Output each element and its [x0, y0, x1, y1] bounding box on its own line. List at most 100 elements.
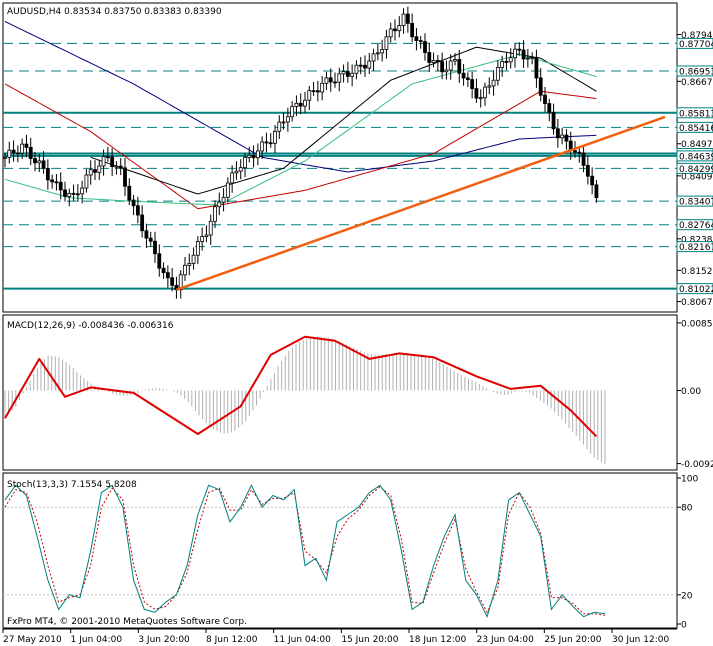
macd-panel: 0.00855 0.00 -0.00924 MACD(12,26,9) -0.008… [2, 314, 713, 471]
candle-body [178, 274, 183, 291]
candle-body [491, 79, 496, 87]
candle-body [88, 169, 93, 176]
level-tag-box [676, 37, 713, 49]
x-tick-label: 18 Jun 12:00 [409, 635, 466, 645]
candle-body [594, 184, 599, 199]
candle-body [195, 241, 200, 256]
candle-body [294, 102, 299, 107]
candle-body [320, 82, 325, 93]
candle-body [358, 64, 363, 67]
candle-body [58, 181, 63, 191]
level-tag-label: 0.85813 [679, 109, 713, 119]
candle-body [135, 205, 140, 216]
candle-body [191, 254, 196, 264]
candle-body [170, 277, 175, 286]
candle-body [538, 77, 543, 96]
candle-body [504, 61, 509, 63]
moving-average-line [4, 83, 597, 210]
level-tag-label: 0.86953 [679, 67, 713, 77]
candle-body [208, 220, 213, 236]
candle-body [290, 106, 295, 118]
candle-body [131, 199, 136, 207]
candle-body [448, 60, 453, 71]
x-tick-label: 30 Jun 12:00 [612, 635, 669, 645]
candle-body [547, 103, 552, 113]
candle-body [3, 156, 7, 159]
level-tag-label: 0.84639 [679, 152, 713, 162]
candle-body [217, 201, 222, 208]
x-tick-label: 3 Jun 20:00 [138, 635, 190, 645]
candle-body [470, 79, 475, 89]
price-tick-label: 0.87945 [681, 31, 713, 41]
candle-body [28, 146, 33, 159]
candle-body [183, 264, 187, 276]
candle-body [140, 214, 145, 232]
candle-body [15, 152, 20, 155]
moving-average-line [4, 21, 597, 173]
candle-body [375, 52, 380, 55]
candle-body [393, 28, 397, 32]
candle-body [543, 94, 547, 104]
candle-body [225, 182, 230, 198]
candle-body [560, 134, 565, 139]
candle-body [238, 167, 243, 172]
level-tag-box [676, 283, 713, 295]
candle-body [204, 234, 209, 237]
macd-tick-label: -0.00924 [681, 460, 713, 470]
candle-body [427, 52, 432, 63]
candle-body [367, 60, 372, 69]
candle-body [97, 165, 102, 173]
candle-body [581, 152, 586, 166]
candle-body [123, 167, 127, 187]
candle-body [397, 25, 402, 32]
stochastic-main-line [4, 484, 606, 619]
candle-body [457, 59, 462, 74]
candle-body [221, 196, 226, 203]
candle-body [401, 13, 406, 26]
candle-body [45, 168, 50, 181]
candle-body [105, 156, 110, 159]
x-tick-label: 15 Jun 20:00 [341, 635, 398, 645]
candle-body [247, 154, 252, 158]
stochastic-tick-label: 80 [681, 504, 693, 514]
level-tag-label: 0.83407 [679, 198, 713, 208]
candle-body [435, 59, 440, 63]
candle-body [33, 158, 37, 164]
candle-body [384, 36, 389, 50]
candle-body [590, 175, 595, 186]
candle-body [333, 81, 337, 84]
candle-body [525, 57, 530, 60]
x-tick-label: 1 Jun 04:00 [71, 635, 123, 645]
candle-body [517, 48, 522, 51]
candle-body [585, 164, 590, 177]
level-tag-label: 0.82764 [679, 221, 713, 231]
candle-body [80, 187, 85, 195]
candle-body [337, 73, 342, 83]
trend-line [176, 115, 666, 291]
candle-body [281, 121, 286, 124]
candle-body [230, 172, 235, 184]
candle-body [410, 22, 415, 38]
level-tag-label: 0.81022 [679, 285, 713, 295]
price-chart-title: AUDUSD,H4 0.83534 0.83750 0.83383 0.8339… [7, 7, 222, 17]
level-tag-label: 0.87704 [679, 40, 713, 50]
moving-average-line [90, 46, 597, 195]
candle-body [534, 57, 539, 79]
candle-body [414, 36, 419, 41]
level-tag-box [676, 219, 713, 231]
candle-body [444, 69, 449, 73]
candle-body [110, 156, 115, 167]
candle-body [118, 165, 123, 169]
copyright-footer: FxPro MT4, © 2001-2010 MetaQuotes Softwa… [7, 617, 247, 627]
candle-body [84, 174, 89, 189]
candle-body [350, 72, 355, 77]
x-tick-label: 23 Jun 04:00 [477, 635, 534, 645]
x-tick-label: 11 Jun 04:00 [274, 635, 331, 645]
candle-body [63, 189, 67, 197]
candle-body [268, 142, 273, 145]
level-tag-box [676, 195, 713, 207]
